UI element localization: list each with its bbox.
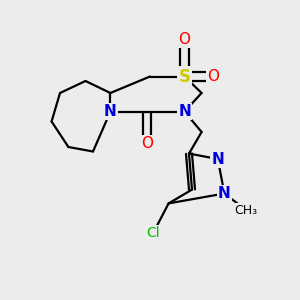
Text: N: N: [218, 186, 231, 201]
Text: O: O: [207, 69, 219, 84]
Text: N: N: [178, 104, 191, 119]
Text: O: O: [178, 32, 190, 46]
Text: O: O: [141, 136, 153, 152]
Text: N: N: [104, 104, 117, 119]
Text: N: N: [212, 152, 224, 166]
Text: Cl: Cl: [146, 226, 160, 240]
Text: S: S: [178, 68, 190, 85]
Text: CH₃: CH₃: [234, 203, 258, 217]
